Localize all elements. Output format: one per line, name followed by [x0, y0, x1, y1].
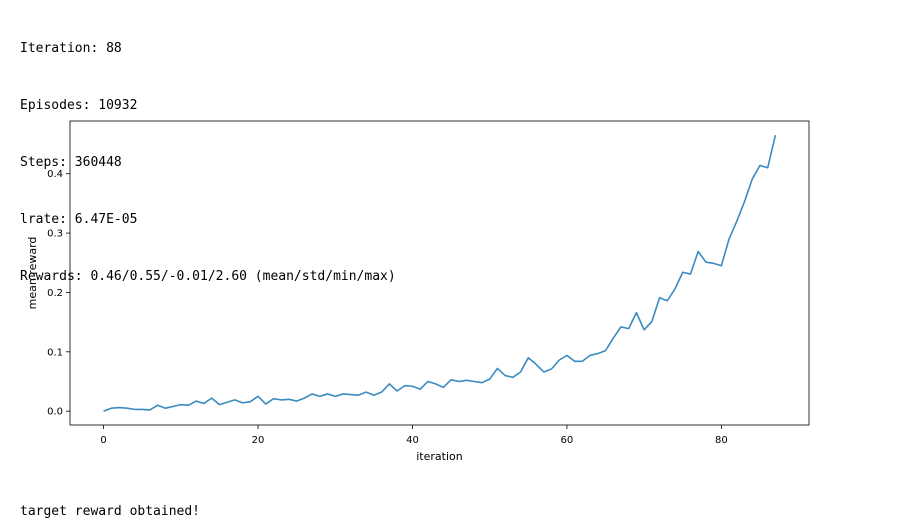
steps-line: Steps: 360448 — [20, 155, 122, 170]
x-tick-label: 20 — [252, 435, 265, 446]
y-tick-label: 0.3 — [47, 229, 63, 240]
x-tick-label: 80 — [715, 435, 728, 446]
y-tick-label: 0.4 — [47, 169, 63, 180]
y-tick-label: 0.1 — [47, 347, 63, 358]
iteration-line: Iteration: 88 — [20, 41, 122, 56]
plot-frame — [69, 120, 810, 426]
x-tick-label: 40 — [406, 435, 419, 446]
lrate-line: lrate: 6.47E-05 — [20, 212, 138, 227]
x-tick-label: 0 — [100, 435, 106, 446]
x-tick-label: 60 — [561, 435, 574, 446]
target-reward-message: target reward obtained! — [20, 504, 201, 519]
x-axis-label: iteration — [416, 450, 462, 463]
stdout-output: Iteration: 88 Episodes: 10932 Steps: 360… — [20, 1, 396, 305]
rewards-line: Rewards: 0.46/0.55/-0.01/2.60 (mean/std/… — [20, 269, 396, 284]
y-tick-label: 0.2 — [47, 288, 63, 299]
y-tick-label: 0.0 — [47, 407, 63, 418]
mean-reward-line — [103, 134, 777, 412]
y-axis-label: mean reward — [26, 237, 39, 310]
episodes-line: Episodes: 10932 — [20, 98, 138, 113]
